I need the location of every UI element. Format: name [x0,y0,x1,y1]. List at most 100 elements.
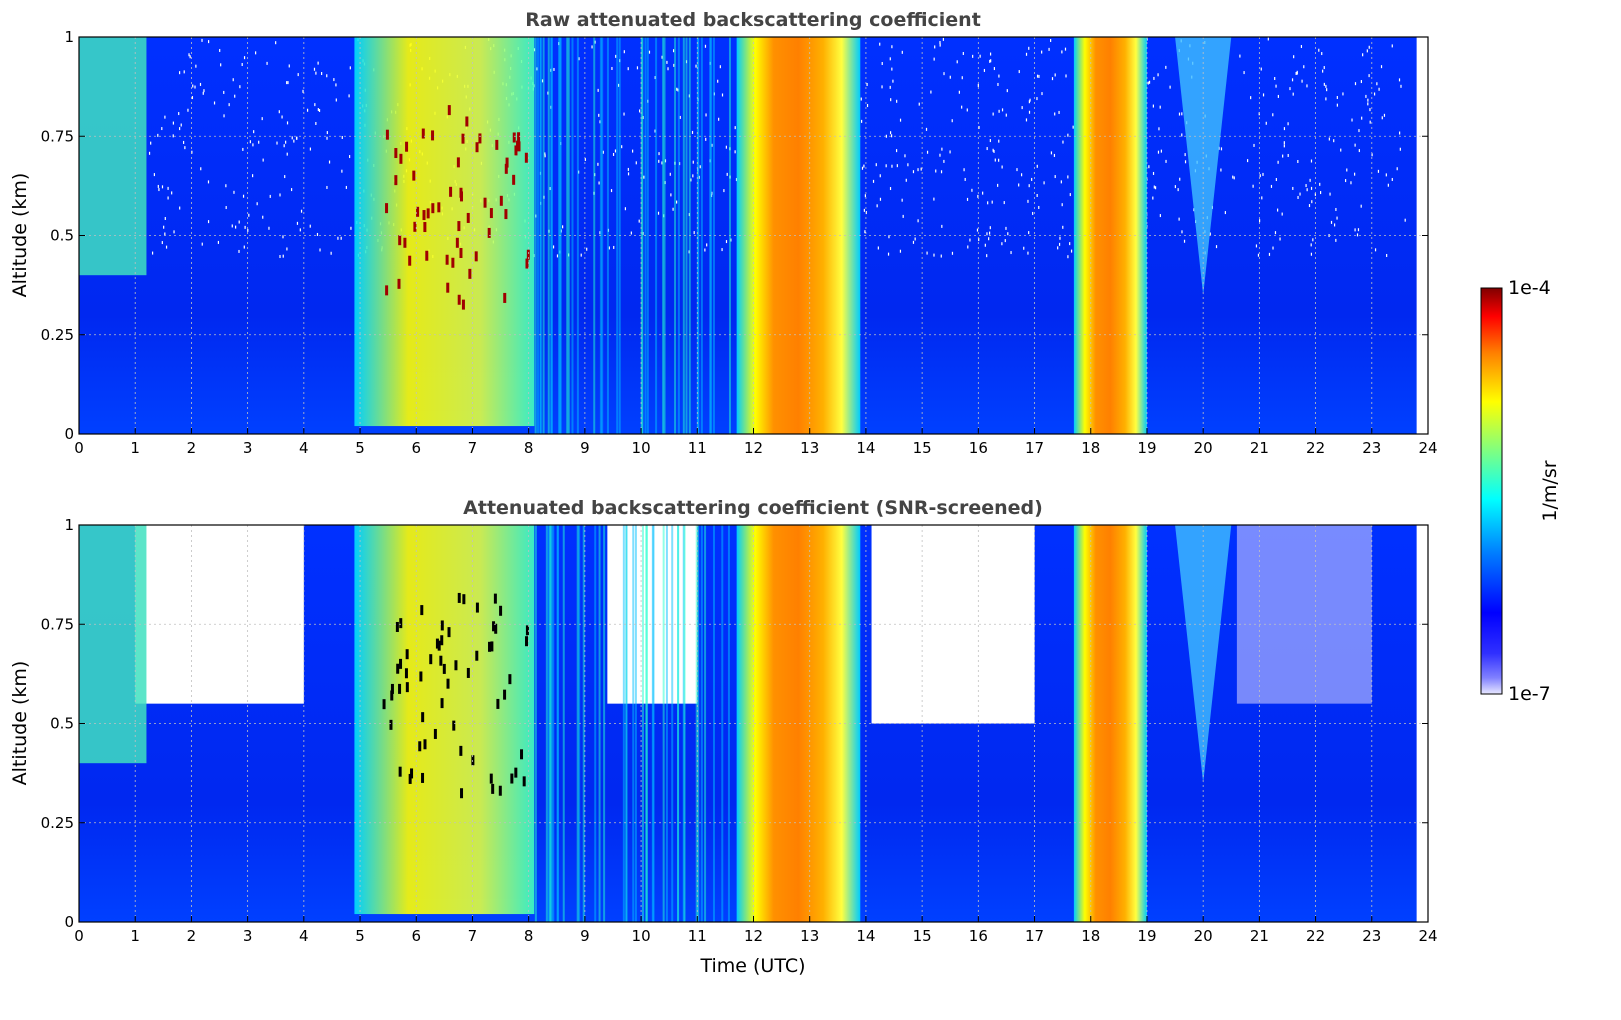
noise-pixel [266,61,268,65]
x-tick-label: 8 [524,927,534,945]
streak [695,525,698,922]
cloud-base-pixel [410,768,414,779]
noise-pixel [1001,165,1003,169]
noise-pixel [1340,148,1342,152]
noise-pixel [933,197,935,201]
noise-pixel [1272,246,1274,250]
noise-pixel [930,90,932,94]
noise-pixel [676,200,678,204]
noise-pixel [657,211,660,215]
noise-pixel [699,165,701,169]
noise-pixel [1152,196,1154,200]
cloud-base-pixel [512,174,516,185]
noise-pixel [233,190,235,194]
noise-pixel [219,48,221,52]
noise-pixel [618,83,620,87]
noise-pixel [920,167,922,171]
noise-pixel [1399,147,1401,151]
noise-pixel [201,242,203,246]
noise-pixel [726,172,728,176]
noise-pixel [983,68,986,72]
noise-pixel [167,186,169,190]
noise-pixel [1300,45,1303,49]
noise-pixel [643,175,645,179]
cloud-base-pixel [421,128,425,139]
noise-pixel [544,154,546,158]
x-tick-label: 22 [1306,927,1325,945]
noise-pixel [1070,249,1073,253]
noise-pixel [943,159,945,163]
noise-pixel [161,185,164,189]
noise-pixel [1018,70,1020,74]
noise-pixel [718,117,720,121]
noise-pixel [1391,177,1393,181]
noise-pixel [1292,92,1294,96]
noise-pixel [241,63,243,67]
noise-pixel [225,184,227,188]
streak [576,525,579,922]
noise-pixel [917,219,919,223]
noise-pixel [261,117,263,121]
noise-pixel [1326,88,1328,92]
cloud-base-pixel [525,625,529,636]
noise-pixel [276,141,278,145]
noise-pixel [962,51,964,55]
noise-pixel [316,232,319,236]
noise-pixel [315,71,317,75]
noise-pixel [667,67,669,71]
noise-pixel [899,249,902,253]
streak [632,525,635,922]
cloud-base-pixel [447,627,451,638]
noise-pixel [940,170,943,174]
cloud-base-pixel [461,299,465,310]
noise-pixel [673,63,675,67]
y-tick-label: 0.75 [41,615,74,633]
noise-pixel [1311,200,1313,204]
noise-pixel [621,145,623,149]
noise-pixel [330,251,332,255]
noise-pixel [631,149,634,153]
x-tick-label: 14 [856,439,875,457]
noise-pixel [939,153,941,157]
noise-pixel [892,79,894,83]
noise-pixel [1295,71,1297,75]
noise-pixel [627,67,629,71]
noise-pixel [992,148,994,152]
noise-pixel [1383,113,1386,117]
noise-pixel [1224,211,1226,215]
noise-pixel [1233,176,1235,180]
noise-pixel [1184,153,1186,157]
noise-pixel [1232,175,1234,179]
noise-pixel [998,139,1000,143]
noise-pixel [933,57,935,61]
x-tick-label: 24 [1418,439,1437,457]
noise-pixel [935,169,937,173]
noise-pixel [1053,153,1056,157]
y-axis-label-raw: Altitude (km) [9,173,31,298]
noise-pixel [1038,74,1040,78]
noise-pixel [253,130,255,134]
noise-pixel [285,140,287,144]
noise-pixel [1154,186,1157,190]
noise-pixel [891,45,893,49]
cloud-base-pixel [489,208,493,219]
noise-pixel [1209,232,1211,236]
noise-pixel [296,136,298,140]
noise-pixel [200,167,202,171]
noise-pixel [288,64,290,68]
noise-pixel [350,226,352,230]
noise-pixel [966,197,969,201]
x-tick-label: 14 [856,927,875,945]
x-tick-label: 23 [1362,439,1381,457]
cloud-base-pixel [478,133,482,144]
streak [712,525,715,922]
noise-pixel [613,245,615,249]
noise-pixel [706,243,708,247]
noise-pixel [1289,87,1291,91]
noise-pixel [994,158,996,162]
streak [662,525,665,922]
noise-pixel [296,221,299,225]
noise-pixel [1319,182,1321,186]
cloud-base-pixel [429,654,433,665]
streak [556,525,559,922]
